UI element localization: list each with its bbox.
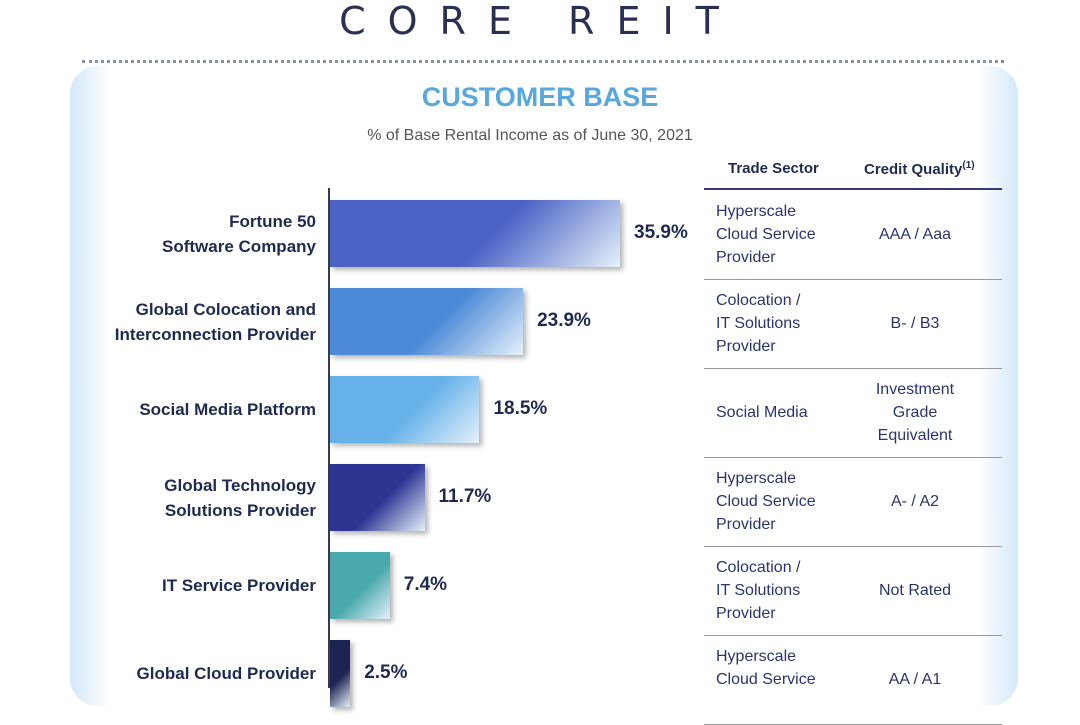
chart-title: CUSTOMER BASE bbox=[421, 82, 659, 112]
category-label-4: Global Technology Solutions Provider bbox=[56, 473, 316, 523]
credit-quality-line: AAA / Aaa bbox=[878, 226, 952, 243]
bar-6 bbox=[330, 640, 351, 707]
value-label-2: 23.9% bbox=[537, 309, 591, 331]
trade-sector-cell: Hyperscale Cloud Service Provider bbox=[716, 200, 846, 269]
bar-1 bbox=[330, 200, 620, 267]
trade-sector-line: Provider bbox=[716, 605, 776, 622]
table-row bbox=[704, 457, 1002, 547]
dotted-divider bbox=[82, 60, 1004, 63]
trade-sector-line: Cloud Service bbox=[716, 493, 816, 510]
trade-sector-line: Hyperscale bbox=[716, 648, 797, 665]
category-label-line: Fortune 50 bbox=[229, 211, 316, 231]
credit-quality-line: AA / A1 bbox=[888, 671, 942, 688]
category-label-line: Solutions Provider bbox=[164, 500, 316, 520]
category-label-line: Software Company bbox=[162, 236, 316, 256]
category-label-1: Fortune 50 Software Company bbox=[56, 209, 316, 259]
trade-sector-line: Social Media bbox=[716, 404, 808, 421]
bar-4 bbox=[330, 464, 425, 531]
credit-quality-line: Equivalent bbox=[877, 427, 953, 444]
table-row bbox=[704, 368, 1002, 458]
trade-sector-line: Provider bbox=[716, 516, 776, 533]
value-label-4: 11.7% bbox=[438, 485, 492, 507]
credit-quality-cell: AA / A1 bbox=[850, 668, 980, 691]
table-header-rule bbox=[704, 188, 1002, 190]
category-label-3: Social Media Platform bbox=[56, 397, 316, 422]
trade-sector-line: IT Solutions bbox=[716, 315, 801, 332]
trade-sector-cell: Colocation / IT Solutions Provider bbox=[716, 556, 846, 625]
credit-quality-cell: AAA / Aaa bbox=[850, 223, 980, 246]
credit-quality-line: A- / A2 bbox=[890, 493, 940, 510]
category-label-line: Global Colocation and bbox=[135, 299, 316, 319]
chart-subtitle: % of Base Rental Income as of June 30, 2… bbox=[367, 127, 693, 144]
table-row bbox=[704, 190, 1002, 280]
value-label-6: 2.5% bbox=[364, 661, 408, 683]
header-credit-text: Credit Quality bbox=[864, 161, 963, 178]
bar-2 bbox=[330, 288, 524, 355]
header-credit-quality: Credit Quality(1) bbox=[864, 160, 975, 178]
y-axis-line bbox=[328, 188, 330, 688]
trade-sector-line: Cloud Service bbox=[716, 226, 816, 243]
category-label-6: Global Cloud Provider bbox=[56, 661, 316, 686]
credit-quality-line: Grade bbox=[892, 404, 938, 421]
category-label-line: IT Service Provider bbox=[161, 576, 316, 595]
credit-quality-line: Investment bbox=[875, 381, 955, 398]
category-label-2: Global Colocation and Interconnection Pro… bbox=[56, 297, 316, 347]
trade-sector-line: Hyperscale bbox=[716, 203, 797, 220]
category-label-line: Interconnection Provider bbox=[114, 324, 316, 344]
trade-sector-line: Cloud Service bbox=[716, 671, 816, 688]
trade-sector-cell: Hyperscale Cloud Service bbox=[716, 645, 846, 691]
bar-5 bbox=[330, 552, 390, 619]
brand-logo: CORE REIT bbox=[339, 0, 741, 42]
table-row bbox=[704, 279, 1002, 369]
category-label-5: IT Service Provider bbox=[56, 573, 316, 598]
trade-sector-cell: Colocation / IT Solutions Provider bbox=[716, 289, 846, 358]
credit-quality-cell: Investment Grade Equivalent bbox=[850, 378, 980, 447]
trade-sector-line: Hyperscale bbox=[716, 470, 797, 487]
header-trade-sector: Trade Sector bbox=[728, 160, 819, 177]
table-row bbox=[704, 546, 1002, 636]
value-label-5: 7.4% bbox=[403, 573, 448, 595]
credit-quality-cell: Not Rated bbox=[850, 579, 980, 602]
trade-sector-cell: Hyperscale Cloud Service Provider bbox=[716, 467, 846, 536]
trade-sector-line: Provider bbox=[716, 249, 776, 266]
trade-sector-line: IT Solutions bbox=[716, 582, 801, 599]
bar-3 bbox=[330, 376, 480, 443]
category-label-line: Social Media Platform bbox=[139, 400, 316, 419]
trade-sector-line: Colocation / bbox=[716, 559, 801, 576]
header-credit-footnote: (1) bbox=[962, 160, 975, 171]
credit-quality-cell: A- / A2 bbox=[850, 490, 980, 513]
trade-sector-line: Provider bbox=[716, 338, 776, 355]
credit-quality-line: B- / B3 bbox=[890, 315, 940, 332]
credit-quality-line: Not Rated bbox=[878, 582, 952, 599]
value-label-1: 35.9% bbox=[634, 221, 688, 243]
credit-quality-cell: B- / B3 bbox=[850, 312, 980, 335]
category-label-line: Global Cloud Provider bbox=[136, 664, 316, 683]
content-panel bbox=[70, 66, 1018, 706]
trade-sector-cell: Social Media bbox=[716, 401, 846, 424]
category-label-line: Global Technology bbox=[164, 475, 316, 495]
trade-sector-line: Colocation / bbox=[716, 292, 801, 309]
value-label-3: 18.5% bbox=[493, 397, 548, 419]
